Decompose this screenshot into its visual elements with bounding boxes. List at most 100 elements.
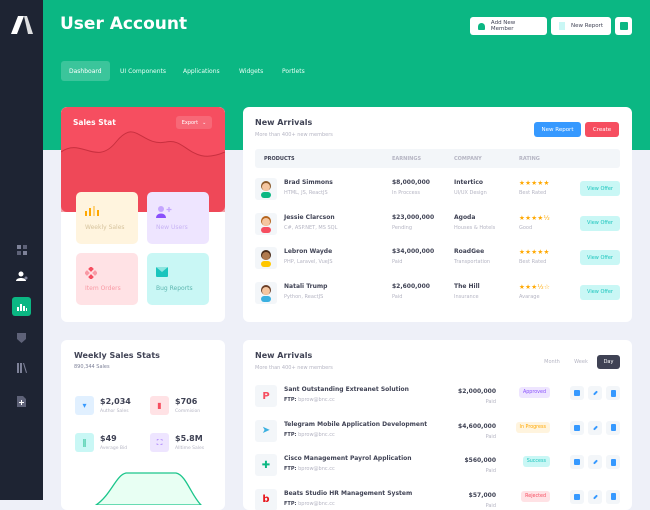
tab-dashboard[interactable]: Dashboard [61,61,110,81]
chart-bar-icon[interactable] [12,297,31,316]
diamond-cluster-icon [85,267,97,279]
trash-icon [611,493,616,500]
users-icon[interactable] [12,266,31,285]
layout-icon[interactable] [12,240,31,259]
tab-applications[interactable]: Applications [175,61,228,81]
page-title: User Account [60,14,187,34]
view-offer-button[interactable]: View Offer [580,181,620,196]
library-icon: ‖ [75,433,94,452]
pencil-icon [593,391,598,396]
sliders-icon [574,390,580,396]
edit-button[interactable] [588,421,602,435]
tab-month[interactable]: Month [539,355,565,369]
pencil-icon [593,425,598,430]
tab-widgets[interactable]: Widgets [231,61,271,81]
sliders-icon [574,459,580,465]
tile-weekly-sales[interactable]: Weekly Sales [76,192,138,244]
new-report-button[interactable]: New Report [534,122,581,137]
bar-chart-icon [85,206,99,216]
card-title: New Arrivals [255,351,312,360]
table-row: Jessie Clarcson C#, ASP.NET, MS SQL $23,… [255,210,620,238]
card-subtitle: More than 400+ new members [255,365,333,371]
avatar [255,178,277,200]
view-offer-button[interactable]: View Offer [580,216,620,231]
tile-new-users[interactable]: New Users [147,192,209,244]
edit-button[interactable] [588,455,602,469]
create-button[interactable]: Create [585,122,619,137]
delete-button[interactable] [606,455,620,469]
star-rating: ★★★½☆ [519,283,550,291]
sliders-icon [574,494,580,500]
pencil-icon [593,460,598,465]
beats-logo: b [255,489,277,510]
pencil-icon [593,494,598,499]
tab-ui-components[interactable]: UI Components [112,61,174,81]
card-title: Weekly Sales Stats [74,351,160,360]
add-user-icon [156,206,172,218]
weekly-sales-card: Weekly Sales Stats 890,344 Sales ▾$2,034… [61,340,225,510]
sidebar [0,0,43,500]
new-arrivals-card: New Arrivals More than 400+ new members … [243,107,632,322]
sales-stat-title: Sales Stat [73,118,116,127]
list-item: b Beats Studio HR Management System FTP:… [255,487,620,510]
library-icon[interactable] [12,358,31,377]
export-icon [620,22,628,30]
document-icon [559,22,565,30]
file-plus-icon[interactable] [12,392,31,411]
sliders-icon [574,425,580,431]
view-offer-button[interactable]: View Offer [580,250,620,265]
sales-area-chart [61,465,225,505]
sales-stat-card: Sales Stat Export⌄ Weekly Sales New User… [61,107,225,322]
tab-portlets[interactable]: Portlets [274,61,313,81]
table-row: Brad Simmons HTML, JS, ReactJS $8,000,00… [255,175,620,203]
add-new-member-button[interactable]: Add New Member [470,17,547,35]
star-rating: ★★★★½ [519,214,550,222]
table-header: PRODUCTS EARNINGS COMPANY RATING [255,149,620,168]
list-item: ✚ Cisco Management Payrol Application FT… [255,452,620,482]
frame-icon: ⛶ [150,433,169,452]
tab-week[interactable]: Week [568,355,594,369]
basket-icon: ▾ [75,396,94,415]
settings-button[interactable] [570,490,584,504]
envelope-icon [156,267,168,277]
edit-button[interactable] [588,490,602,504]
cisco-logo: ✚ [255,454,277,476]
tab-day[interactable]: Day [597,355,620,369]
delete-button[interactable] [606,421,620,435]
delete-button[interactable] [606,386,620,400]
edit-button[interactable] [588,386,602,400]
trash-icon [611,459,616,466]
view-offer-button[interactable]: View Offer [580,285,620,300]
settings-button[interactable] [570,455,584,469]
list-item: ➤ Telegram Mobile Application Developmen… [255,418,620,448]
bar-chart-icon: ▮ [150,396,169,415]
paypal-logo: P [255,385,277,407]
tile-bug-reports[interactable]: Bug Reports [147,253,209,305]
logo[interactable] [11,16,33,34]
export-dropdown[interactable]: Export⌄ [176,116,212,129]
new-report-button[interactable]: New Report [551,17,611,35]
table-row: Lebron Wayde PHP, Laravel, VueJS $34,000… [255,244,620,272]
card-title: New Arrivals [255,118,312,127]
shield-icon[interactable] [12,328,31,347]
trash-icon [611,424,616,431]
tile-item-orders[interactable]: Item Orders [76,253,138,305]
star-rating: ★★★★★ [519,248,550,256]
avatar [255,282,277,304]
card-subtitle: More than 400+ new members [255,132,333,138]
card-subtitle: 890,344 Sales [74,364,110,370]
chevron-down-icon: ⌄ [202,120,206,126]
telegram-logo: ➤ [255,420,277,442]
table-row: Natali Trump Python, ReactJS $2,600,000 … [255,279,620,307]
avatar [255,247,277,269]
avatar [255,213,277,235]
settings-button[interactable] [570,421,584,435]
delete-button[interactable] [606,490,620,504]
export-icon-button[interactable] [615,17,632,35]
settings-button[interactable] [570,386,584,400]
trash-icon [611,390,616,397]
